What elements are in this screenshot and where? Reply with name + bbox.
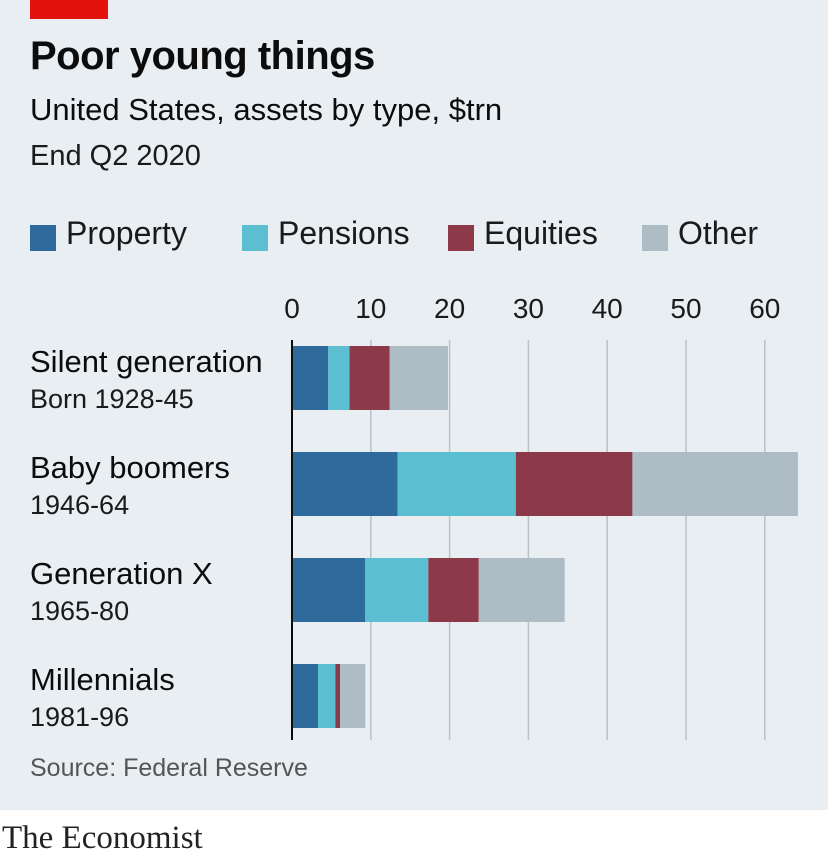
brand-red-tab bbox=[30, 0, 108, 19]
bar-silent-generation-equities bbox=[349, 346, 390, 410]
source-note: Source: Federal Reserve bbox=[30, 754, 308, 782]
bar-millennials-equities bbox=[335, 664, 341, 728]
category-label-millennials: Millennials bbox=[30, 662, 175, 697]
bar-millennials-property bbox=[292, 664, 319, 728]
x-tick-label-30: 30 bbox=[513, 293, 544, 324]
bar-silent-generation-property bbox=[292, 346, 329, 410]
economist-logo: The Economist bbox=[2, 820, 203, 856]
x-tick-label-0: 0 bbox=[284, 293, 300, 324]
legend-label-pensions: Pensions bbox=[278, 215, 410, 251]
chart-period: End Q2 2020 bbox=[30, 140, 201, 172]
bar-baby-boomers-pensions bbox=[397, 452, 516, 516]
bar-silent-generation-other bbox=[389, 346, 449, 410]
legend-swatch-pensions bbox=[242, 225, 268, 251]
category-sublabel-millennials: 1981-96 bbox=[30, 702, 129, 732]
bar-generation-x-equities bbox=[428, 558, 479, 622]
chart-panel: Poor young things United States, assets … bbox=[0, 0, 828, 810]
bar-baby-boomers-property bbox=[292, 452, 398, 516]
x-tick-label-20: 20 bbox=[434, 293, 465, 324]
x-tick-label-40: 40 bbox=[592, 293, 623, 324]
category-sublabel-silent-generation: Born 1928-45 bbox=[30, 384, 194, 414]
x-tick-label-60: 60 bbox=[749, 293, 780, 324]
category-label-baby-boomers: Baby boomers bbox=[30, 450, 230, 485]
bar-chart: 0 10 20 30 40 50 60 Silent generation Born 1928-… bbox=[30, 293, 798, 740]
bar-millennials-other bbox=[340, 664, 366, 728]
bar-baby-boomers-equities bbox=[515, 452, 633, 516]
legend-label-property: Property bbox=[66, 215, 187, 251]
x-tick-label-10: 10 bbox=[355, 293, 386, 324]
bar-silent-generation-pensions bbox=[328, 346, 350, 410]
bar-generation-x-other bbox=[478, 558, 565, 622]
bar-generation-x-property bbox=[292, 558, 366, 622]
legend-label-other: Other bbox=[678, 215, 759, 251]
category-sublabel-baby-boomers: 1946-64 bbox=[30, 490, 129, 520]
chart-title: Poor young things bbox=[30, 34, 375, 78]
category-sublabel-generation-x: 1965-80 bbox=[30, 596, 129, 626]
chart-subtitle: United States, assets by type, $trn bbox=[30, 92, 503, 127]
x-tick-label-50: 50 bbox=[670, 293, 701, 324]
bar-millennials-pensions bbox=[318, 664, 336, 728]
bar-baby-boomers-other bbox=[632, 452, 798, 516]
legend: Property Pensions Equities Other bbox=[30, 215, 810, 259]
legend-swatch-equities bbox=[448, 225, 474, 251]
legend-label-equities: Equities bbox=[484, 215, 598, 251]
category-label-generation-x: Generation X bbox=[30, 556, 213, 591]
legend-swatch-property bbox=[30, 225, 56, 251]
bar-generation-x-pensions bbox=[365, 558, 429, 622]
category-label-silent-generation: Silent generation bbox=[30, 344, 263, 379]
legend-swatch-other bbox=[642, 225, 668, 251]
